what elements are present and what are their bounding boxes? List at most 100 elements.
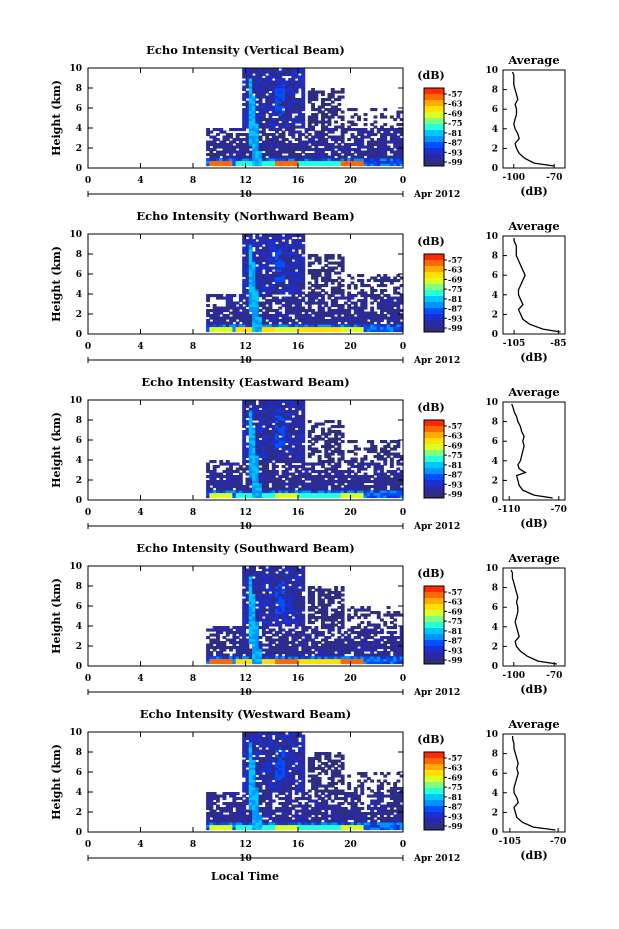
heatmap-cell	[265, 241, 270, 245]
heatmap-cell	[248, 301, 253, 305]
heatmap-cell	[357, 140, 361, 144]
heatmap-cell	[337, 158, 342, 162]
heatmap-cell	[311, 591, 315, 595]
heatmap-cell	[252, 601, 256, 605]
heatmap-cell	[248, 427, 253, 431]
heatmap-cell	[261, 412, 266, 416]
heatmap-cell	[258, 402, 263, 406]
heatmap-cell	[248, 163, 253, 167]
heatmap-cell	[271, 482, 276, 486]
heatmap-cell	[340, 480, 345, 484]
heatmap-cell	[268, 460, 273, 464]
heatmap-cell	[271, 256, 276, 260]
heatmap-cell	[261, 578, 266, 582]
heatmap-cell	[294, 465, 299, 469]
heatmap-cell	[288, 457, 293, 461]
heatmap-cell	[298, 450, 302, 454]
heatmap-cell	[301, 100, 306, 104]
heatmap-cell	[242, 115, 247, 119]
heatmap-cell	[271, 628, 276, 632]
heatmap-cell	[278, 241, 283, 245]
heatmap-cell	[291, 73, 296, 77]
heatmap-cell	[261, 427, 266, 431]
heatmap-cell	[353, 284, 358, 288]
heatmap-cell	[235, 135, 240, 139]
heatmap-cell	[242, 415, 247, 419]
heatmap-cell	[340, 133, 345, 137]
heatmap-cell	[337, 125, 342, 129]
heatmap-cell	[255, 281, 260, 285]
heatmap-cell	[245, 656, 250, 660]
heatmap-cell	[317, 271, 322, 275]
heatmap-cell	[393, 487, 398, 491]
heatmap-cell	[294, 608, 299, 612]
heatmap-cell	[393, 440, 398, 444]
heatmap-cell	[307, 462, 312, 466]
heatmap-cell	[298, 455, 302, 459]
x-tick-label: 4	[137, 342, 143, 352]
x-tick-label: 12	[239, 176, 252, 186]
heatmap-cell	[265, 266, 270, 270]
heatmap-cell	[278, 234, 283, 238]
heatmap-cell	[265, 291, 270, 295]
heatmap-cell	[252, 608, 256, 612]
heatmap-cell	[288, 495, 293, 499]
heatmap-cell	[229, 465, 233, 469]
heatmap-cell	[278, 113, 283, 117]
heatmap-cell	[314, 291, 319, 295]
heatmap-cell	[252, 651, 256, 655]
heatmap-cell	[291, 400, 296, 404]
heatmap-cell	[232, 475, 237, 479]
heatmap-cell	[321, 432, 325, 436]
heatmap-cell	[275, 83, 279, 87]
heatmap-cell	[291, 85, 296, 89]
heatmap-cell	[366, 329, 371, 333]
heatmap-cell	[235, 329, 240, 333]
heatmap-cell	[265, 311, 270, 315]
heatmap-cell	[311, 284, 315, 288]
heatmap-cell	[281, 460, 286, 464]
heatmap-cell	[373, 140, 378, 144]
heatmap-cell	[343, 490, 348, 494]
heatmap-cell	[284, 405, 289, 409]
heatmap-cell	[258, 475, 263, 479]
heatmap-cell	[268, 405, 273, 409]
heatmap-cell	[235, 656, 240, 660]
heatmap-cell	[370, 276, 375, 280]
heatmap-cell	[337, 420, 342, 424]
heatmap-cell	[301, 402, 306, 406]
heatmap-cell	[327, 296, 332, 300]
heatmap-cell	[229, 631, 233, 635]
heatmap-cell	[275, 98, 279, 102]
heatmap-cell	[353, 477, 358, 481]
heatmap-cell	[222, 324, 227, 328]
heatmap-cell	[327, 321, 332, 325]
heatmap-cell	[278, 163, 283, 167]
heatmap-cell	[206, 487, 210, 491]
heatmap-cell	[258, 153, 263, 157]
heatmap-cell	[255, 163, 260, 167]
heatmap-cell	[311, 646, 315, 650]
heatmap-cell	[324, 155, 329, 159]
heatmap-cell	[314, 435, 319, 439]
heatmap-cell	[265, 301, 270, 305]
colorbar-tick-label: -93	[448, 147, 463, 157]
heatmap-cell	[271, 492, 276, 496]
colorbar-swatch	[424, 492, 444, 499]
panel-1: Echo Intensity (Vertical Beam)0246810Hei…	[50, 43, 566, 200]
heatmap-cell	[225, 626, 230, 630]
heatmap-cell	[291, 573, 296, 577]
heatmap-cell	[330, 460, 335, 464]
colorbar-swatch	[424, 266, 444, 273]
heatmap-cell	[261, 279, 266, 283]
heatmap-cell	[284, 128, 289, 132]
heatmap-cell	[311, 477, 315, 481]
heatmap-cell	[271, 457, 276, 461]
heatmap-cell	[350, 492, 355, 496]
heatmap-cell	[225, 155, 230, 159]
heatmap-cell	[399, 148, 404, 152]
heatmap-cell	[242, 400, 247, 404]
heatmap-cell	[291, 88, 296, 92]
heatmap-cell	[268, 133, 273, 137]
heatmap-cell	[307, 596, 312, 600]
